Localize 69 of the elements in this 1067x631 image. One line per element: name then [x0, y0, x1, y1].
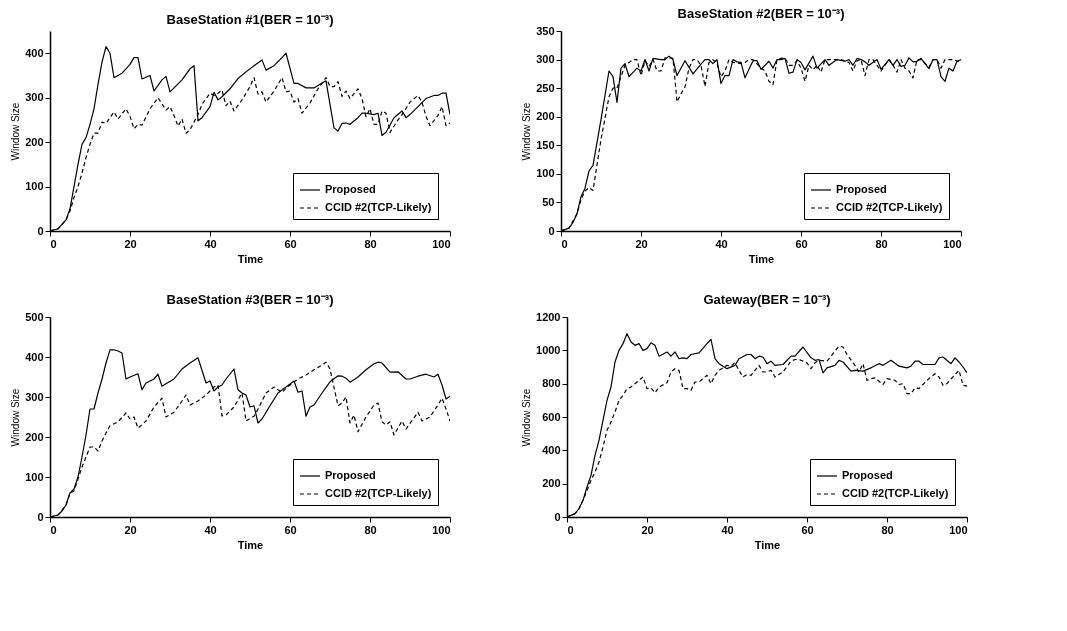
- x-tick-label: 100: [432, 523, 451, 536]
- legend-label: CCID #2(TCP-Likely): [325, 201, 432, 213]
- x-axis-title: Time: [237, 252, 264, 265]
- x-tick-label: 100: [943, 237, 962, 250]
- legend-label: Proposed: [325, 183, 376, 195]
- x-tick-label: 100: [432, 237, 451, 250]
- x-tick-label: 60: [284, 523, 297, 536]
- x-tick-label: 0: [50, 523, 57, 536]
- x-tick-label: 80: [875, 237, 888, 250]
- y-tick-label: 200: [536, 110, 555, 123]
- chart-title: BaseStation #2(BER = 10⁻³): [677, 6, 845, 21]
- y-tick-label: 800: [542, 377, 561, 390]
- x-tick-label: 80: [364, 237, 377, 250]
- y-tick-label: 250: [536, 81, 555, 94]
- y-tick-label: 0: [554, 510, 561, 523]
- y-tick-label: 0: [548, 224, 555, 237]
- y-tick-label: 350: [536, 24, 555, 37]
- y-tick-label: 400: [25, 350, 44, 363]
- y-axis-title: Window Size: [521, 102, 533, 161]
- x-tick-label: 40: [715, 237, 728, 250]
- x-tick-label: 40: [204, 523, 217, 536]
- y-tick-label: 600: [542, 410, 561, 423]
- y-tick-label: 50: [542, 195, 555, 208]
- y-tick-label: 0: [37, 510, 44, 523]
- y-axis-title: Window Size: [521, 388, 533, 447]
- y-tick-label: 0: [37, 224, 44, 237]
- x-tick-label: 60: [795, 237, 808, 250]
- y-tick-label: 300: [25, 390, 44, 403]
- x-tick-label: 40: [721, 523, 734, 536]
- x-tick-label: 100: [949, 523, 968, 536]
- x-axis-title: Time: [748, 252, 775, 265]
- x-axis-title: Time: [237, 538, 264, 551]
- y-tick-label: 200: [25, 135, 44, 148]
- chart-title: Gateway(BER = 10⁻³): [703, 292, 831, 307]
- y-tick-label: 1000: [536, 343, 561, 356]
- y-tick-label: 400: [542, 443, 561, 456]
- x-tick-label: 20: [635, 237, 648, 250]
- x-tick-label: 40: [204, 237, 217, 250]
- legend-label: CCID #2(TCP-Likely): [325, 487, 432, 499]
- chart-title: BaseStation #3(BER = 10⁻³): [166, 292, 334, 307]
- x-tick-label: 80: [364, 523, 377, 536]
- legend-label: Proposed: [325, 469, 376, 481]
- x-tick-label: 0: [50, 237, 57, 250]
- legend-label: Proposed: [836, 183, 887, 195]
- y-tick-label: 200: [25, 430, 44, 443]
- y-tick-label: 100: [536, 167, 555, 180]
- x-tick-label: 0: [567, 523, 574, 536]
- legend-label: Proposed: [842, 469, 893, 481]
- y-tick-label: 150: [536, 138, 555, 151]
- y-axis-title: Window Size: [10, 388, 22, 447]
- x-tick-label: 20: [124, 237, 137, 250]
- x-tick-label: 20: [641, 523, 654, 536]
- legend-label: CCID #2(TCP-Likely): [842, 487, 949, 499]
- y-tick-label: 500: [25, 310, 44, 323]
- x-tick-label: 60: [801, 523, 814, 536]
- y-tick-label: 300: [25, 91, 44, 104]
- x-tick-label: 60: [284, 237, 297, 250]
- y-tick-label: 100: [25, 470, 44, 483]
- y-tick-label: 300: [536, 53, 555, 66]
- x-axis-title: Time: [754, 538, 781, 551]
- y-tick-label: 100: [25, 180, 44, 193]
- x-tick-label: 20: [124, 523, 137, 536]
- x-tick-label: 80: [881, 523, 894, 536]
- y-axis-title: Window Size: [10, 102, 22, 161]
- y-tick-label: 200: [542, 477, 561, 490]
- legend-label: CCID #2(TCP-Likely): [836, 201, 943, 213]
- y-tick-label: 1200: [536, 310, 561, 323]
- chart-title: BaseStation #1(BER = 10⁻³): [166, 12, 334, 27]
- y-tick-label: 400: [25, 46, 44, 59]
